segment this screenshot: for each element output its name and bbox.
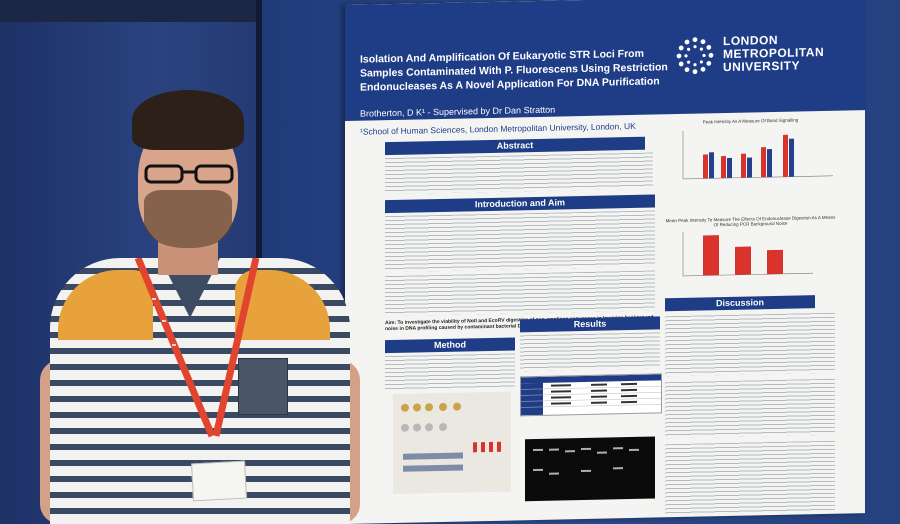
research-poster: Isolation And Amplification Of Eukaryoti…	[345, 0, 865, 524]
beard	[144, 190, 232, 248]
method-heading: Method	[385, 337, 515, 354]
results-table	[520, 373, 662, 417]
university-logo: LONDON METROPOLITAN UNIVERSITY	[675, 28, 855, 92]
logo-dots-icon	[676, 37, 714, 75]
poster-school: ¹School of Human Sciences, London Metrop…	[360, 120, 636, 137]
gel-image	[525, 436, 655, 502]
shirt-pocket	[238, 358, 288, 415]
abstract-text	[385, 152, 653, 195]
intro-text-1	[385, 210, 655, 273]
mean-peak-intensity-chart: Mean Peak Intensity To Measure The Effec…	[663, 215, 838, 287]
hair	[132, 90, 244, 150]
abstract-heading: Abstract	[385, 136, 645, 156]
name-badge	[191, 460, 247, 502]
discussion-text-2	[665, 378, 835, 439]
intro-text-2	[385, 270, 655, 317]
poster-title: Isolation And Amplification Of Eukaryoti…	[360, 47, 668, 94]
peak-intensity-chart: Peak Intensity As A Measure Of Band Sign…	[663, 117, 838, 193]
method-diagram	[393, 391, 511, 494]
method-text	[385, 353, 515, 391]
logo-text: LONDON METROPOLITAN UNIVERSITY	[723, 32, 825, 75]
lanyard	[134, 258, 260, 438]
discussion-text-1	[665, 312, 835, 377]
results-text	[520, 332, 660, 372]
glasses-icon	[144, 164, 234, 184]
discussion-heading: Discussion	[665, 295, 815, 312]
discussion-text-3	[665, 440, 835, 515]
presenter	[40, 90, 370, 524]
results-heading: Results	[520, 316, 660, 333]
